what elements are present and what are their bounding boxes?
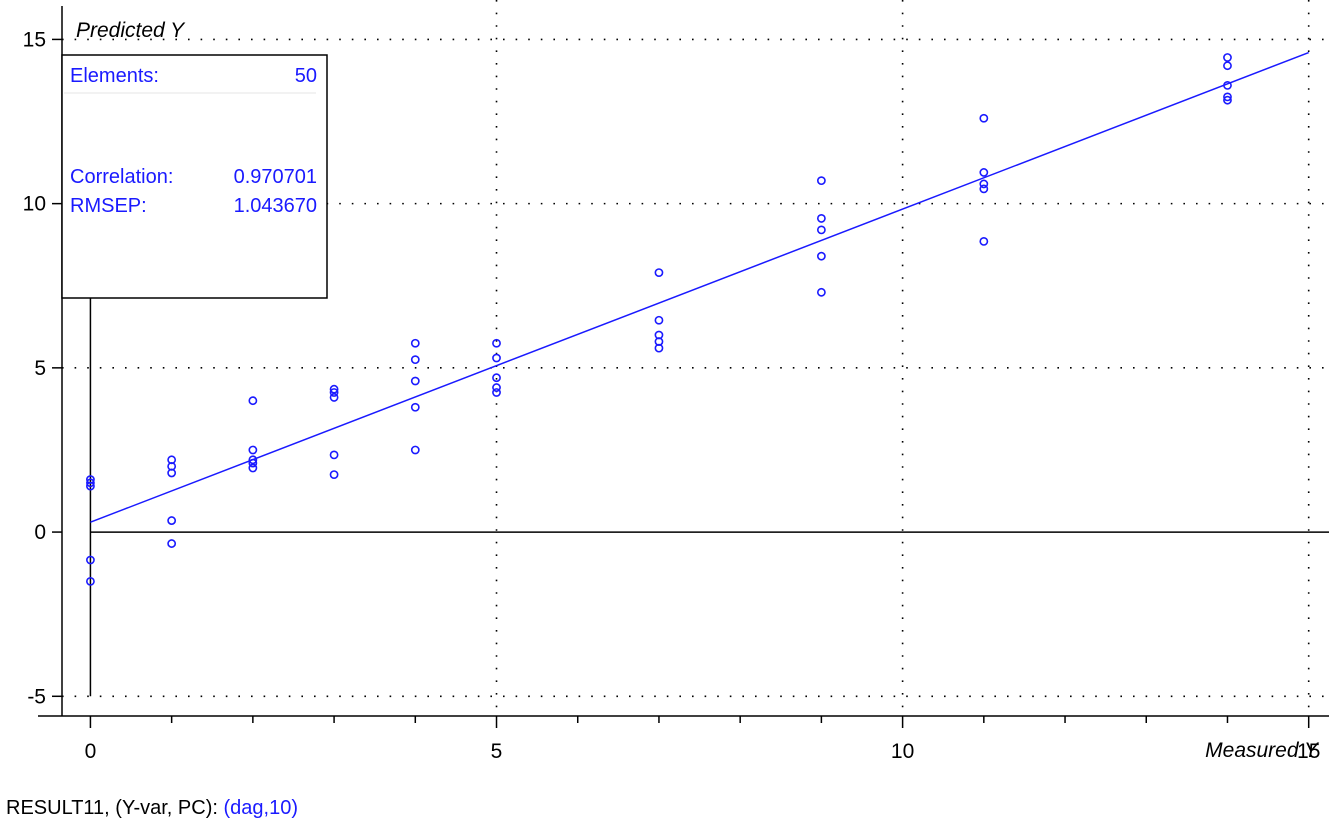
data-point (654, 315, 664, 325)
data-point (979, 179, 989, 189)
data-point (410, 445, 420, 455)
correlation-value: 0.970701 (234, 166, 317, 188)
data-point (816, 251, 826, 261)
data-point (86, 555, 95, 565)
data-point (248, 455, 258, 465)
data-point (86, 481, 95, 491)
y-tick-label: 5 (34, 357, 46, 380)
x-tick-label: 10 (891, 740, 914, 763)
data-point (492, 338, 501, 348)
data-point (979, 237, 989, 246)
data-point (1223, 53, 1232, 62)
data-point (816, 225, 826, 235)
data-point (167, 516, 177, 525)
rmsep-value: 1.043670 (234, 195, 317, 217)
data-point (86, 576, 95, 586)
caption-prefix: RESULT11, (Y-var, PC): (6, 797, 224, 819)
data-point (329, 388, 339, 397)
result-caption: RESULT11, (Y-var, PC): (dag,10) (6, 797, 298, 820)
data-point (248, 463, 258, 473)
x-tick-label: 0 (85, 740, 97, 763)
data-point (1223, 61, 1232, 71)
elements-label: Elements: (70, 65, 159, 87)
y-tick-label: 10 (23, 193, 46, 216)
data-point (1223, 92, 1232, 102)
data-point (816, 287, 826, 297)
regression-line (90, 51, 1309, 523)
data-point (1223, 95, 1232, 105)
tick-labels: -5 0 5 10 15 0 5 10 15 (23, 28, 1321, 763)
data-point (816, 214, 826, 223)
data-point (248, 445, 258, 455)
y-tick-label: -5 (27, 685, 46, 708)
data-point (329, 450, 339, 460)
data-point (979, 113, 989, 123)
y-axis-title: Predicted Y (76, 19, 186, 42)
data-point (492, 373, 501, 383)
correlation-label: Correlation: (70, 166, 173, 188)
data-point (248, 396, 258, 406)
data-point (248, 458, 258, 468)
data-point (1223, 80, 1232, 90)
data-point (979, 184, 989, 194)
y-tick-label: 15 (23, 28, 46, 51)
rmsep-label: RMSEP: (70, 195, 147, 217)
data-point (410, 376, 420, 386)
stats-box: Elements: 50 Correlation: 0.970701 RMSEP… (61, 54, 328, 299)
data-point (410, 402, 420, 412)
data-point (492, 383, 501, 392)
data-point (86, 478, 95, 488)
data-point (979, 168, 989, 177)
data-point (654, 343, 664, 353)
data-point (167, 539, 177, 548)
x-tick-label: 5 (491, 740, 503, 763)
data-point (410, 338, 420, 348)
data-point (329, 384, 339, 394)
data-point (410, 355, 420, 365)
x-axis-title: Measured Y (1205, 739, 1320, 762)
data-points (86, 53, 1232, 586)
y-tick-label: 0 (34, 521, 46, 544)
x-tick-label: 15 (1297, 740, 1320, 763)
data-point (492, 353, 501, 363)
data-point (167, 468, 177, 478)
caption-accent: (dag,10) (223, 797, 298, 819)
data-point (492, 388, 501, 397)
data-point (816, 176, 826, 186)
data-point (329, 393, 339, 402)
elements-value: 50 (295, 65, 317, 87)
data-point (329, 470, 339, 479)
data-point (654, 268, 664, 278)
